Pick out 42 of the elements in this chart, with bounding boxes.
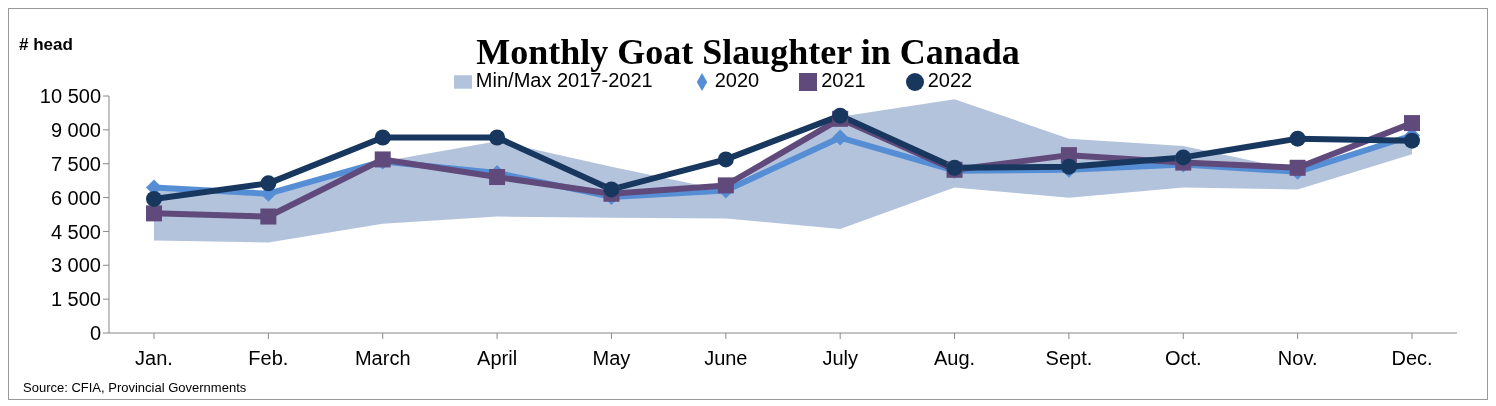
point xyxy=(489,129,506,146)
source-note: Source: CFIA, Provincial Governments xyxy=(23,380,247,395)
y-tick-label: 4 500 xyxy=(50,220,101,243)
x-tick-label: Nov. xyxy=(1277,347,1318,370)
x-tick-label: Feb. xyxy=(248,347,289,370)
x-tick-label: May xyxy=(592,347,631,370)
x-tick-label: April xyxy=(477,347,518,370)
point xyxy=(260,175,277,192)
point xyxy=(1404,132,1420,149)
y-tick-label: 10 500 xyxy=(39,85,101,108)
x-tick-label: Oct. xyxy=(1164,347,1202,370)
point xyxy=(1289,130,1306,147)
point xyxy=(717,177,734,194)
x-tick-label: Aug. xyxy=(933,347,976,370)
legend-label: 2022 xyxy=(927,69,973,91)
chart-title: Monthly Goat Slaughter in Canada xyxy=(476,32,1020,72)
point xyxy=(146,190,162,207)
point xyxy=(1289,159,1306,176)
y-tick-label: 9 000 xyxy=(50,118,101,141)
point xyxy=(374,129,391,146)
y-tick-label: 1 500 xyxy=(50,288,101,311)
point xyxy=(603,181,620,198)
point xyxy=(146,205,162,222)
x-tick-label: Jan. xyxy=(135,347,173,370)
legend-label: 2021 xyxy=(821,69,866,91)
x-tick-label: July xyxy=(822,347,858,370)
y-axis-title: # head xyxy=(19,35,73,55)
x-tick-label: Sept. xyxy=(1045,347,1093,370)
x-tick-label: March xyxy=(354,347,411,370)
legend-label: 2020 xyxy=(714,69,760,91)
point xyxy=(489,169,506,186)
point xyxy=(1175,149,1192,166)
y-tick-label: 7 500 xyxy=(50,152,101,175)
point xyxy=(832,129,849,146)
y-tick-label: 0 xyxy=(89,322,101,345)
y-tick-label: 3 000 xyxy=(50,254,101,277)
point xyxy=(260,208,277,225)
point xyxy=(717,151,734,168)
x-tick-label: June xyxy=(704,347,748,370)
y-tick-label: 6 000 xyxy=(50,186,101,209)
x-tick-label: Dec. xyxy=(1391,347,1433,370)
point xyxy=(1404,115,1420,132)
